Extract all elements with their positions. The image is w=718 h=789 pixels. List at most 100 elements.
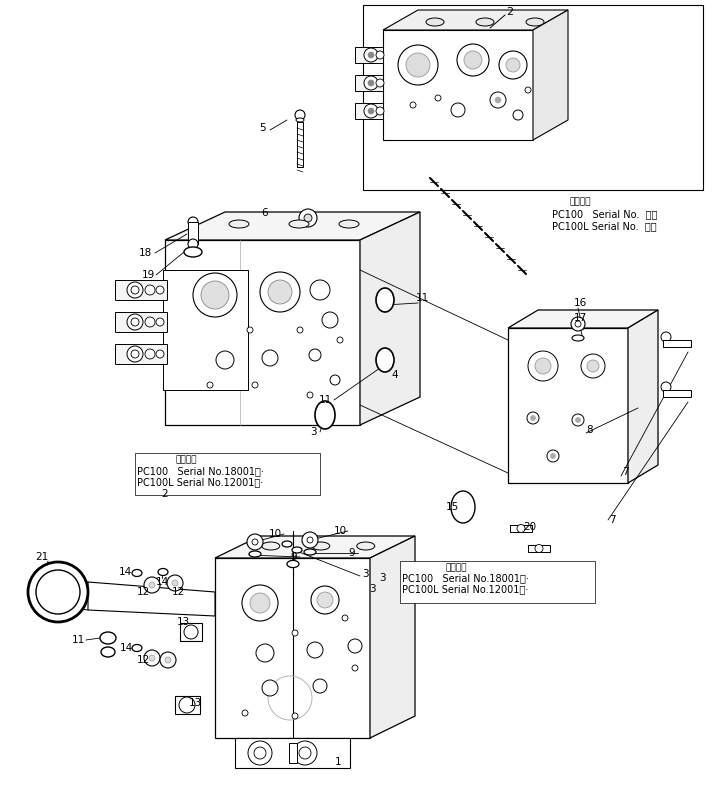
Circle shape xyxy=(216,351,234,369)
Text: 13: 13 xyxy=(177,617,190,627)
Bar xyxy=(355,75,383,91)
Text: 15: 15 xyxy=(445,502,459,512)
Circle shape xyxy=(337,337,343,343)
Text: PC100   Serial No.18001－·: PC100 Serial No.18001－· xyxy=(402,573,529,583)
Circle shape xyxy=(262,350,278,366)
Bar xyxy=(663,340,691,347)
Ellipse shape xyxy=(101,647,115,657)
Text: 19: 19 xyxy=(141,270,154,280)
Circle shape xyxy=(352,665,358,671)
Ellipse shape xyxy=(312,542,330,550)
Circle shape xyxy=(309,349,321,361)
Circle shape xyxy=(398,45,438,85)
Text: 12: 12 xyxy=(136,655,149,665)
Circle shape xyxy=(376,107,384,115)
Circle shape xyxy=(410,102,416,108)
Circle shape xyxy=(348,639,362,653)
Text: PC100   Serial No.18001－·: PC100 Serial No.18001－· xyxy=(137,466,264,476)
Circle shape xyxy=(342,615,348,621)
Circle shape xyxy=(262,680,278,696)
Bar xyxy=(163,270,248,390)
Circle shape xyxy=(406,53,430,77)
Circle shape xyxy=(184,625,198,639)
Bar xyxy=(289,743,297,763)
Text: 7: 7 xyxy=(622,467,628,477)
Text: 3: 3 xyxy=(362,569,368,579)
Text: PC100   Serial No.  ：－: PC100 Serial No. ：－ xyxy=(552,209,658,219)
Circle shape xyxy=(376,51,384,59)
Circle shape xyxy=(127,314,143,330)
Text: 9: 9 xyxy=(349,548,355,558)
Bar xyxy=(528,545,550,552)
Circle shape xyxy=(188,217,198,227)
Text: 1: 1 xyxy=(335,757,341,767)
Text: 3: 3 xyxy=(309,427,317,437)
Text: 17: 17 xyxy=(574,313,587,323)
Circle shape xyxy=(156,286,164,294)
Bar xyxy=(115,280,167,300)
Bar xyxy=(135,453,320,495)
Text: 9: 9 xyxy=(291,552,297,562)
Bar xyxy=(297,122,303,167)
Polygon shape xyxy=(383,30,533,140)
Bar xyxy=(188,222,198,244)
Circle shape xyxy=(188,239,198,249)
Ellipse shape xyxy=(476,18,494,26)
Ellipse shape xyxy=(315,401,335,429)
Circle shape xyxy=(242,710,248,716)
Circle shape xyxy=(310,280,330,300)
Circle shape xyxy=(297,327,303,333)
Ellipse shape xyxy=(296,118,304,122)
Text: 13: 13 xyxy=(188,698,202,708)
Circle shape xyxy=(292,713,298,719)
Circle shape xyxy=(302,532,318,548)
Text: 適用号機: 適用号機 xyxy=(445,563,467,573)
Circle shape xyxy=(160,652,176,668)
Ellipse shape xyxy=(292,547,302,553)
Polygon shape xyxy=(165,212,420,240)
Circle shape xyxy=(661,382,671,392)
Circle shape xyxy=(317,592,333,608)
Circle shape xyxy=(307,392,313,398)
Circle shape xyxy=(581,354,605,378)
Text: 16: 16 xyxy=(574,298,587,308)
Circle shape xyxy=(131,350,139,358)
Bar xyxy=(175,696,200,714)
Circle shape xyxy=(293,741,317,765)
Polygon shape xyxy=(533,10,568,140)
Text: 18: 18 xyxy=(139,248,151,258)
Circle shape xyxy=(528,351,558,381)
Circle shape xyxy=(571,317,585,331)
Circle shape xyxy=(576,417,580,422)
Circle shape xyxy=(551,454,556,458)
Circle shape xyxy=(368,80,374,86)
Ellipse shape xyxy=(132,645,142,652)
Ellipse shape xyxy=(304,549,316,555)
Circle shape xyxy=(247,327,253,333)
Circle shape xyxy=(145,285,155,295)
Circle shape xyxy=(311,586,339,614)
Circle shape xyxy=(252,539,258,545)
Text: 8: 8 xyxy=(587,425,593,435)
Circle shape xyxy=(495,97,501,103)
Circle shape xyxy=(451,103,465,117)
Text: 2: 2 xyxy=(162,489,168,499)
Polygon shape xyxy=(508,328,628,483)
Bar xyxy=(355,103,383,119)
Circle shape xyxy=(506,58,520,72)
Bar xyxy=(115,312,167,332)
Circle shape xyxy=(490,92,506,108)
Ellipse shape xyxy=(376,288,394,312)
Circle shape xyxy=(28,562,88,622)
Text: 4: 4 xyxy=(392,370,398,380)
Text: 14: 14 xyxy=(155,577,169,587)
Circle shape xyxy=(292,630,298,636)
Ellipse shape xyxy=(287,560,299,567)
Circle shape xyxy=(127,282,143,298)
Ellipse shape xyxy=(376,348,394,372)
Ellipse shape xyxy=(249,551,261,557)
Polygon shape xyxy=(215,558,370,738)
Circle shape xyxy=(127,346,143,362)
Circle shape xyxy=(368,52,374,58)
Circle shape xyxy=(156,318,164,326)
